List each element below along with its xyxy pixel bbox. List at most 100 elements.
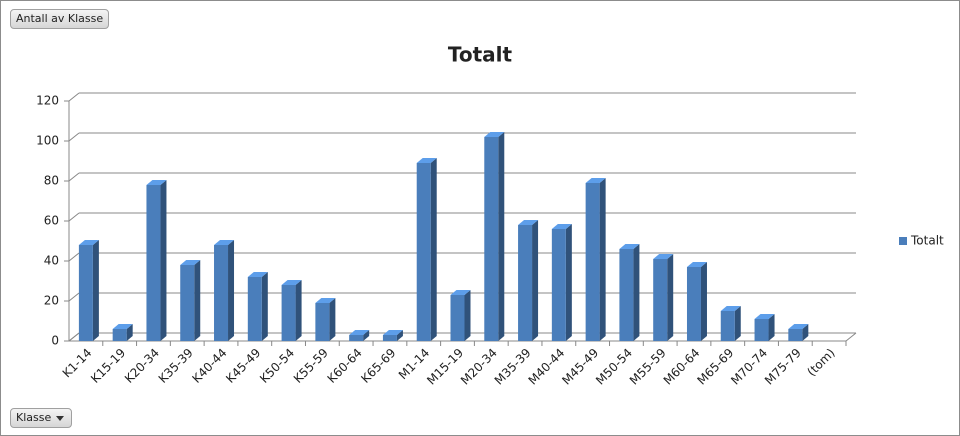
x-tick-label: K60-64 [325,346,365,386]
bar [382,335,397,341]
axis-field-label: Klasse [16,411,52,424]
x-tick-label: K20-34 [122,346,162,386]
bar-side [329,298,336,341]
bar [551,229,566,341]
bar [349,335,364,341]
x-tick-label: K35-39 [156,346,196,386]
grid-line [68,212,80,222]
chart-title: Totalt [448,43,513,67]
bar-side [126,324,133,341]
bar-top [551,224,572,229]
x-tick-label: (tom) [804,346,837,379]
bar-side [261,272,268,341]
bar-side [92,240,99,341]
bar-top [754,314,775,319]
y-tick-label: 60 [44,214,59,228]
bar-top [619,244,640,249]
y-tick-label: 100 [36,134,59,148]
x-tick-label: M70-74 [728,346,770,388]
bar-side [228,240,235,341]
grid-line [68,92,80,102]
bar-top [247,272,268,277]
y-tick-label: 120 [36,94,59,108]
bar-top [788,324,809,329]
bar-top [214,240,235,245]
bar [686,267,701,341]
bar-top [720,306,741,311]
bar-side [532,220,539,341]
bar [653,259,668,341]
bar-side [464,290,471,341]
bar [788,329,803,341]
grid-line [68,132,80,142]
x-tick-label: K15-19 [88,346,128,386]
bar [247,277,262,341]
x-tick-label: M15-19 [424,346,466,388]
bar-side [295,280,302,341]
x-tick-label: M55-59 [627,346,669,388]
bar-top [281,280,302,285]
y-tick-label: 80 [44,174,59,188]
bar-side [160,180,167,341]
bar-side [768,314,775,341]
bar-side [667,254,674,341]
bar-side [363,330,370,341]
x-tick-label: K65-69 [358,346,398,386]
bar-side [498,132,505,341]
grid-line [68,292,80,302]
x-tick-label: M40-44 [526,346,568,388]
bar-top [450,290,471,295]
y-tick-label: 20 [44,294,59,308]
x-tick-label: K50-54 [257,346,297,386]
bar-top [78,240,99,245]
bar-side [599,178,606,341]
x-tick-label: M35-39 [492,346,534,388]
bar [484,137,499,341]
bar [619,249,634,341]
legend-label: Totalt [910,234,944,248]
dropdown-arrow [56,416,65,421]
bar [180,265,195,341]
bar-top [382,330,403,335]
bar-side [700,262,707,341]
bar [214,245,229,341]
x-tick-label: M75-79 [762,346,804,388]
bar-top [653,254,674,259]
bar-side [734,306,741,341]
bar-side [633,244,640,341]
bar-top [484,132,505,137]
bar-top [112,324,133,329]
x-tick-label: K40-44 [189,346,229,386]
x-tick-label: M20-34 [458,346,500,388]
grid-line [68,172,80,182]
bar-top [315,298,336,303]
bar-top [585,178,606,183]
bar [78,245,93,341]
x-tick-label: K45-49 [223,346,263,386]
bar-top [518,220,539,225]
axis-field-button[interactable]: Klasse [10,408,73,428]
bar-top [686,262,707,267]
bar [450,295,465,341]
y-tick-label: 40 [44,254,59,268]
bar-side [396,330,403,341]
value-field-button[interactable]: Antall av Klasse [10,9,110,29]
bar-top [180,260,201,265]
y-tick-label: 0 [51,334,59,348]
bar [281,285,296,341]
grid-line [68,252,80,262]
x-tick-label: M65-69 [694,346,736,388]
bar [518,225,533,341]
bar [754,319,769,341]
bar-top [349,330,370,335]
bar-side [430,158,437,341]
bar-top [146,180,167,185]
bar [315,303,330,341]
x-tick-label: M45-49 [559,346,601,388]
grid-line [68,332,80,342]
x-tick-label: M60-64 [661,346,703,388]
x-tick-label: M50-54 [593,346,635,388]
bar-side [194,260,201,341]
